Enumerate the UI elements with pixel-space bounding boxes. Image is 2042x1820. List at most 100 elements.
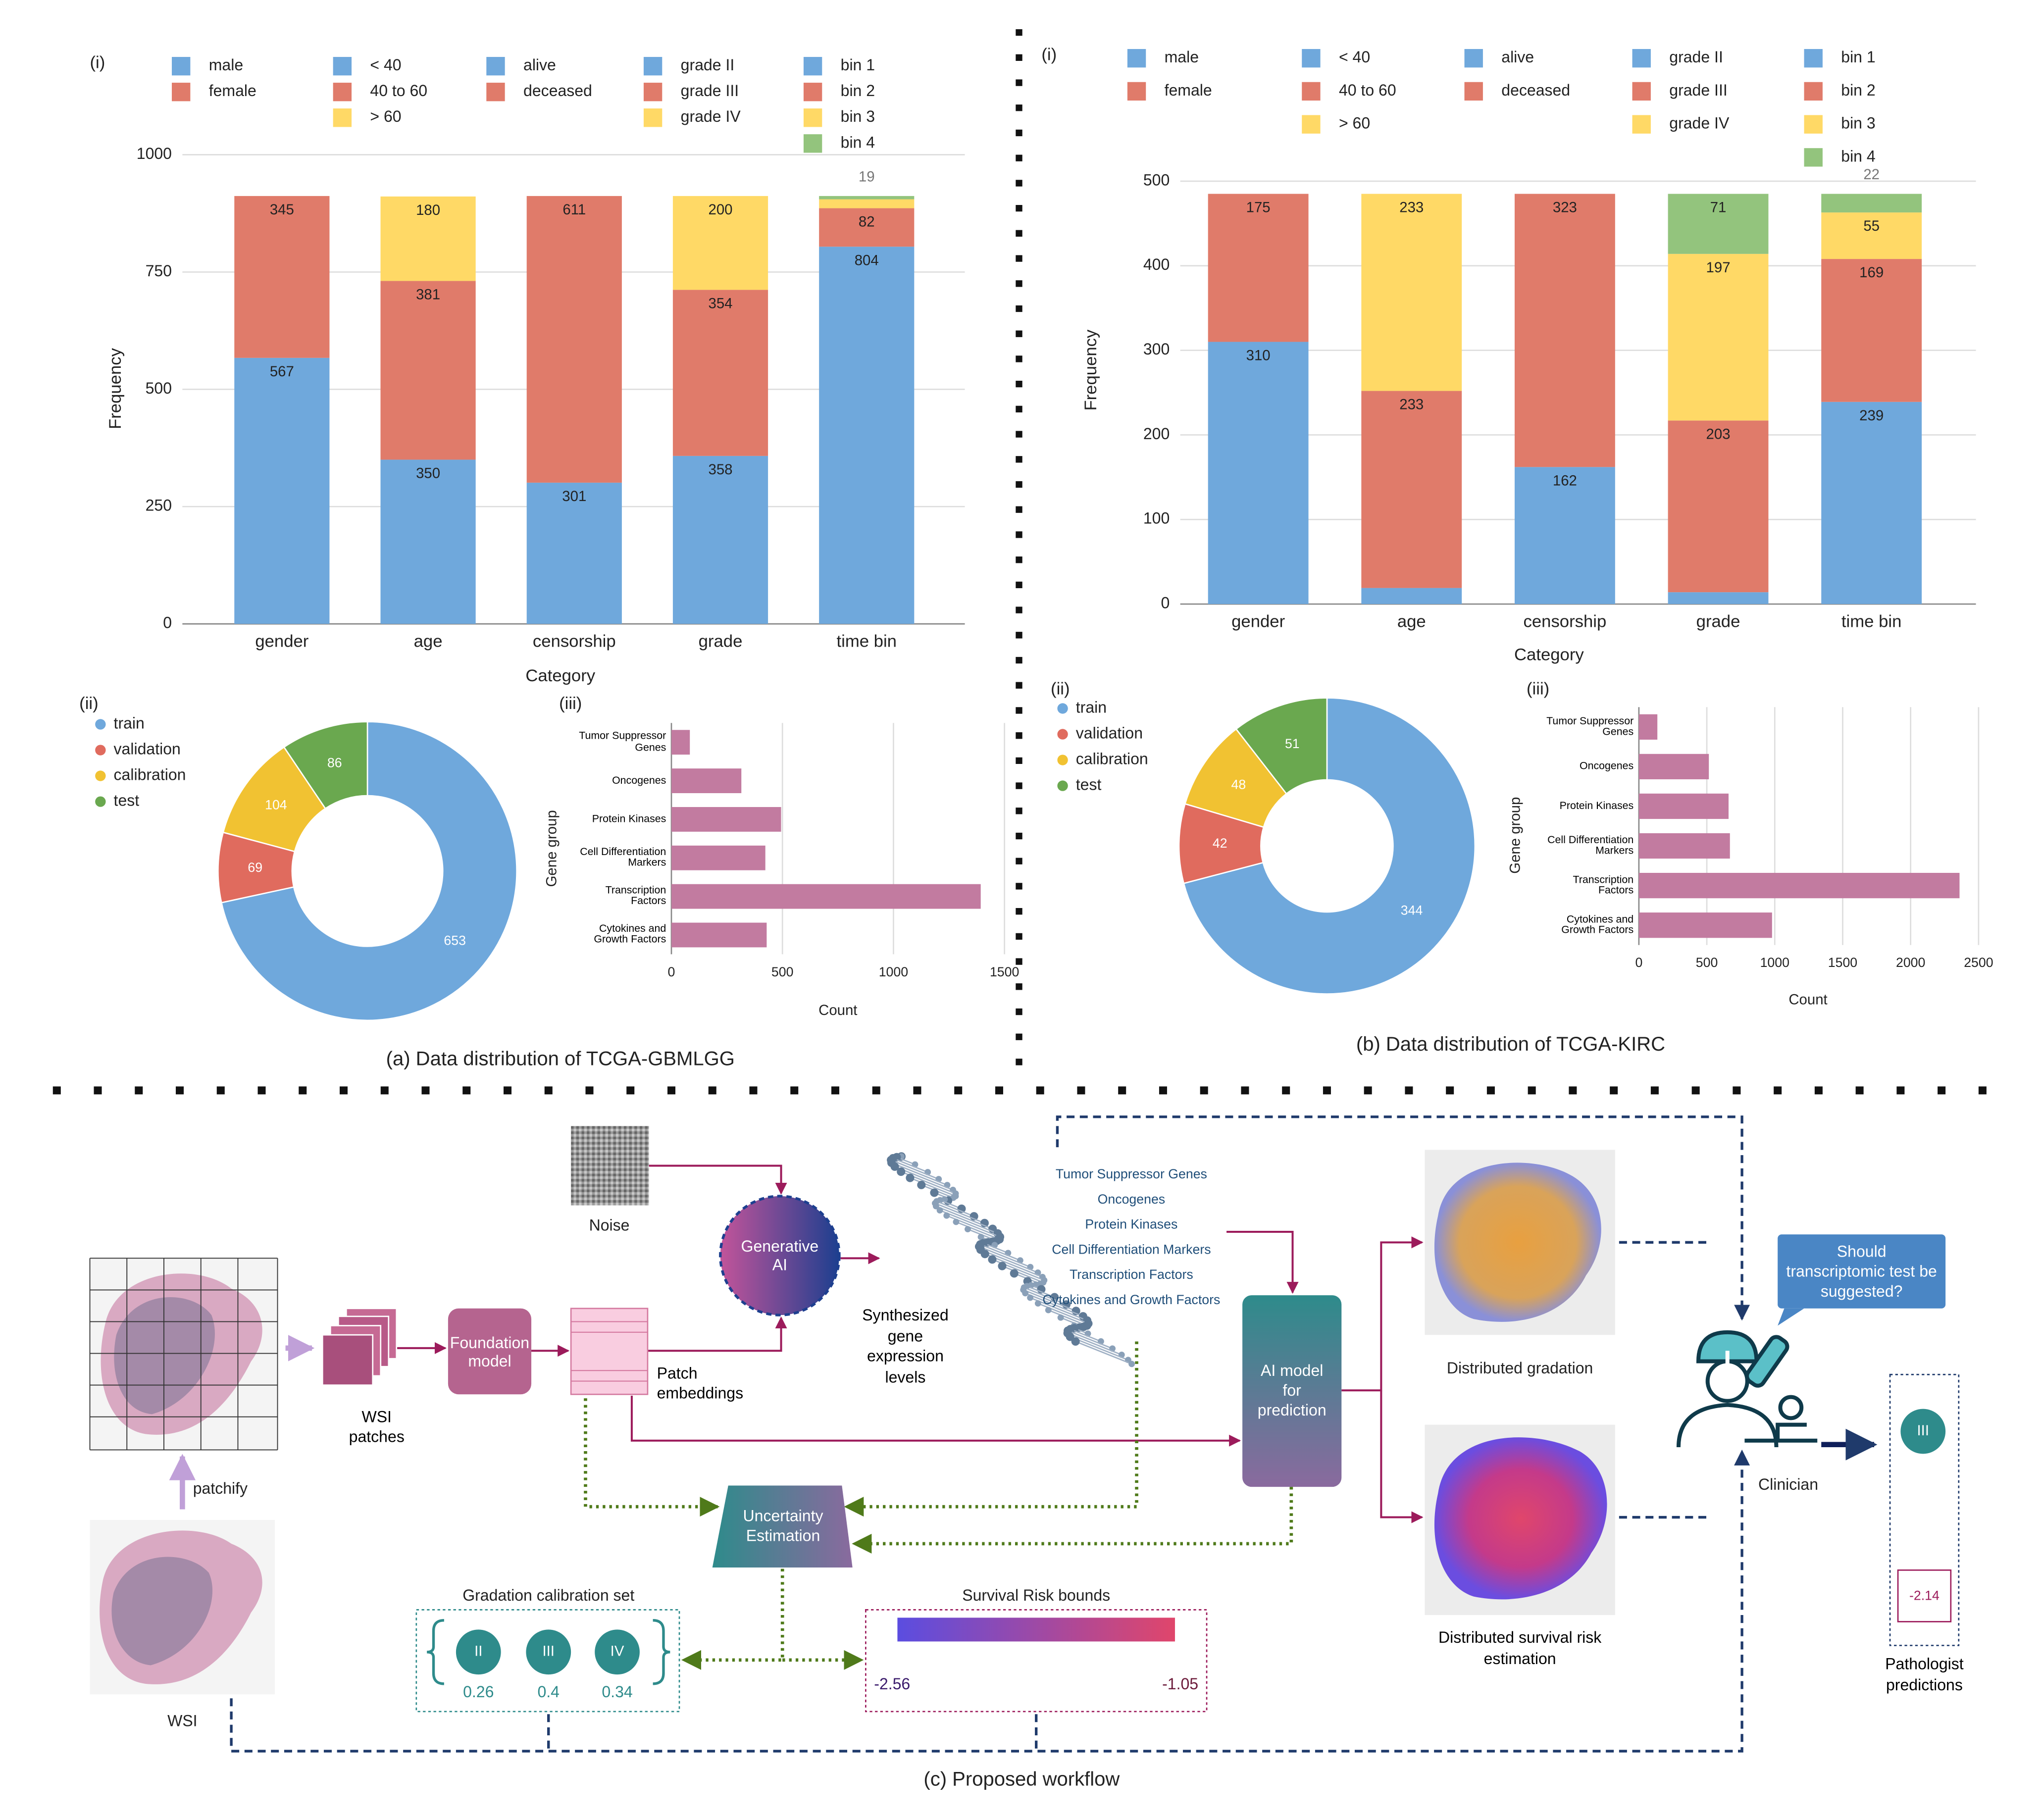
gene-group: Tumor Suppressor Genes	[1056, 1166, 1207, 1181]
bar-segment	[1668, 194, 1769, 254]
data-label: 233	[1399, 200, 1424, 216]
label-box: Oncogenes	[612, 774, 666, 786]
dna-rung	[935, 1206, 993, 1230]
legend-swatch	[333, 83, 352, 101]
dna-bead	[1034, 1300, 1041, 1307]
legend-marker	[95, 770, 106, 781]
grade-node	[595, 1629, 640, 1675]
brace	[653, 1619, 670, 1685]
x-tick-label: 0	[668, 964, 675, 979]
caption: (b) Data distribution of TCGA-KIRC	[1356, 1033, 1665, 1055]
label-box: Transcription Factors	[606, 884, 666, 907]
bar	[671, 884, 981, 909]
legend-swatch	[333, 108, 352, 127]
dna-rung	[1070, 1336, 1128, 1361]
bar-segment	[1668, 420, 1769, 593]
label: Generative AI	[741, 1237, 819, 1274]
data-label: 19	[859, 168, 875, 185]
legend-label: train	[114, 714, 145, 732]
risk-low: -2.56	[874, 1675, 910, 1693]
data-label: 611	[562, 202, 586, 218]
dna-rung	[1002, 1265, 1044, 1283]
bar-segment	[1821, 212, 1922, 259]
panel-label: (iii)	[559, 694, 582, 713]
caption: (c) Proposed workflow	[923, 1768, 1120, 1790]
clinician-icon	[1676, 1330, 1818, 1448]
dna-rung	[1023, 1289, 1076, 1312]
wsi-grid-image	[89, 1258, 278, 1451]
legend-swatch	[1302, 82, 1321, 101]
legend-swatch	[333, 56, 352, 76]
arrow	[844, 1341, 1138, 1517]
dna-bead	[936, 1207, 943, 1213]
gene-list: Tumor Suppressor Genes Oncogenes Protein K…	[1042, 1166, 1220, 1307]
data-label: 169	[1859, 264, 1884, 281]
legend-label: train	[1076, 698, 1107, 716]
dna-bead	[1066, 1332, 1074, 1341]
data-label: 301	[562, 488, 586, 505]
gene-group: Oncogenes	[1098, 1192, 1166, 1207]
label: Cell Differentiation Markers	[580, 845, 666, 869]
bar	[1638, 714, 1658, 740]
dna-bead	[890, 1162, 899, 1171]
data-label: 203	[1706, 426, 1731, 442]
y-tick-label: 750	[146, 262, 172, 280]
label-box: Foundation model	[450, 1333, 529, 1370]
wsi-image	[90, 1519, 275, 1695]
bar	[1638, 833, 1730, 859]
wsi-patches-image	[321, 1308, 398, 1386]
label-box: Tumor Suppressor Genes	[579, 729, 666, 753]
data-label: 22	[1863, 166, 1880, 183]
gene-group: Cell Differentiation Markers	[1052, 1242, 1211, 1257]
legend-label: grade IV	[1669, 114, 1730, 132]
question-bubble	[1778, 1234, 1946, 1309]
legend-marker	[1057, 780, 1068, 791]
data-label: 323	[1553, 200, 1577, 216]
legend-swatch	[1127, 82, 1146, 101]
data-label: 197	[1706, 259, 1731, 276]
x-tick-label: gender	[1231, 612, 1285, 631]
bar-segment	[380, 459, 476, 624]
label: Tumor Suppressor Genes	[579, 729, 666, 753]
legend-swatch	[1127, 49, 1146, 68]
legend-label: grade III	[1669, 81, 1727, 99]
grade-node	[526, 1629, 571, 1675]
dna-rung	[893, 1158, 928, 1173]
dna-bead	[932, 1203, 939, 1210]
label: WSI patches	[349, 1407, 405, 1446]
panel-label: (ii)	[79, 694, 99, 713]
y-tick-label: 400	[1143, 255, 1170, 273]
legend-swatch	[643, 108, 663, 127]
panel-label: (i)	[90, 53, 105, 72]
legend-label: bin 3	[1841, 114, 1875, 132]
label-box: Oncogenes	[1579, 759, 1634, 772]
label: AI model for prediction	[1257, 1361, 1327, 1419]
dna-rung	[891, 1159, 939, 1180]
dna-rung	[936, 1201, 974, 1217]
label: Protein Kinases	[592, 812, 666, 824]
legend-marker	[1057, 755, 1068, 765]
y-tick-label: 300	[1143, 340, 1170, 358]
data-label: 239	[1859, 407, 1884, 424]
dna-rung	[978, 1246, 1031, 1268]
legend-label: 40 to 60	[1339, 81, 1396, 99]
label: Oncogenes	[1579, 759, 1634, 772]
legend-label: validation	[1076, 724, 1143, 742]
bar-segment	[526, 196, 622, 483]
label-box: Synthesized gene expression levels	[862, 1306, 949, 1385]
arrow	[630, 1395, 1241, 1447]
donut-segment	[1235, 697, 1328, 795]
bar-segment	[819, 199, 915, 208]
dna-rung	[1067, 1332, 1122, 1356]
data-label: 86	[327, 755, 342, 770]
data-label: 71	[1710, 200, 1727, 216]
data-label: 162	[1553, 472, 1577, 489]
bar-segment	[819, 208, 915, 247]
dna-rung	[1025, 1292, 1083, 1317]
label: Cytokines and Growth Factors	[1561, 912, 1634, 936]
y-axis-label: Frequency	[106, 348, 125, 429]
legend-label: bin 2	[841, 82, 875, 100]
legend-swatch	[1804, 115, 1823, 134]
label-box: WSI patches	[349, 1407, 405, 1446]
